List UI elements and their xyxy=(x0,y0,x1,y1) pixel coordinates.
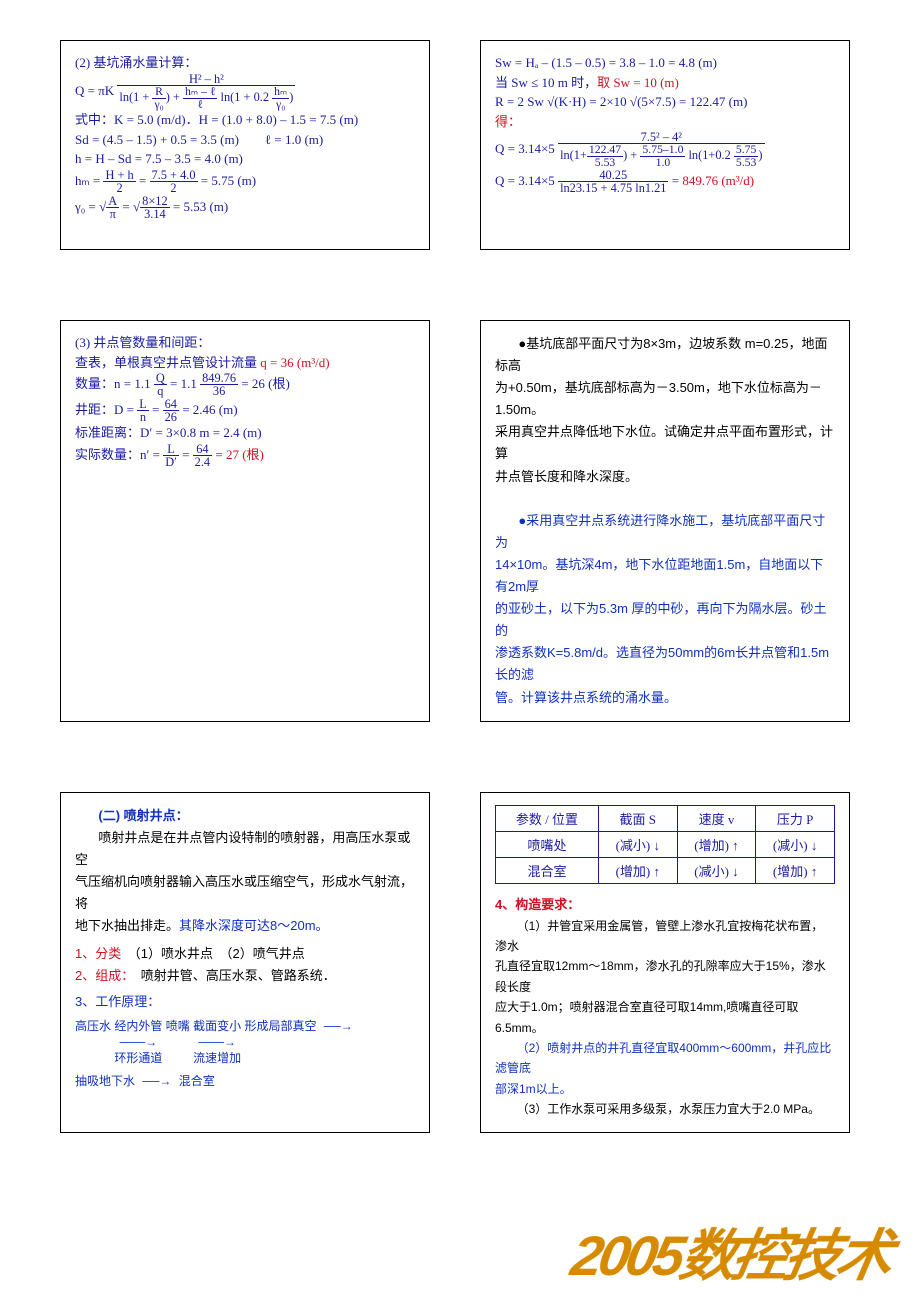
p1-Sd: Sd = (4.5 – 1.5) + 0.5 = 3.5 (m) ℓ = 1.0… xyxy=(75,130,415,150)
th: 截面 S xyxy=(598,805,677,831)
ex2-l1: ●采用真空井点系统进行降水施工，基坑底部平面尺寸为 xyxy=(495,510,835,554)
table-row: 参数 / 位置 截面 S 速度 v 压力 P xyxy=(496,805,835,831)
ex1-l3: 采用真空井点降低地下水位。试确定井点平面布置形式，计算 xyxy=(495,421,835,465)
p1-eqQ: Q = πK H² – h² ln(1 + Rγ₀) + hₘ – ℓℓ ln(… xyxy=(75,73,415,111)
p1-gamma: γ₀ = √Aπ = √8×123.14 = 5.53 (m) xyxy=(75,195,415,221)
p1-k: 式中：K = 5.0 (m/d)．H = (1.0 + 8.0) – 1.5 =… xyxy=(75,110,415,130)
p1-h: h = H – Sd = 7.5 – 3.5 = 4.0 (m) xyxy=(75,149,415,169)
p2-Q2: Q = 3.14×5 40.25ln23.15 + 4.75 ln1.21 = … xyxy=(495,169,835,195)
p5-p1a: 喷射井点是在井点管内设特制的喷射器，用高压水泵或空 xyxy=(75,827,415,871)
p2-Q1: Q = 3.14×5 7.5² – 4² ln(1+122.475.53) + … xyxy=(495,131,835,169)
th: 压力 P xyxy=(756,805,835,831)
p3-n: 数量：n = 1.1 Qq = 1.1 849.7636 = 26 (根) xyxy=(75,372,415,398)
p5-i3: 3、工作原理： xyxy=(75,991,415,1013)
req1c: 应大于1.0m；喷射器混合室直径可取14mm,喷嘴直径可取6.5mm。 xyxy=(495,997,835,1038)
ex1-l1: ●基坑底部平面尺寸为8×3m，边坡系数 m=0.25，地面标高 xyxy=(495,333,835,377)
ex1-l2: 为+0.50m，基坑底部标高为－3.50m，地下水位标高为－1.50m。 xyxy=(495,377,835,421)
p3-Dp: 标准距离：D′ = 3×0.8 m = 2.4 (m) xyxy=(75,423,415,443)
ex2-l4: 渗透系数K=5.8m/d。选直径为50mm的6m长井点管和1.5m长的滤 xyxy=(495,642,835,686)
p5-flow1: 高压水 经内外管───→环形通道 喷嘴 截面变小───→流速增加 形成局部真空 … xyxy=(75,1019,415,1066)
req2a: （2）喷射井点的井孔直径宜取400mm～600mm，井孔应比滤管底 xyxy=(495,1038,835,1079)
panel-exercises: ●基坑底部平面尺寸为8×3m，边坡系数 m=0.25，地面标高 为+0.50m，… xyxy=(480,320,850,722)
table-row: 喷嘴处 (减小) ↓ (增加) ↑ (减小) ↓ xyxy=(496,831,835,857)
panel-calc-right: Sw = Hₐ – (1.5 – 0.5) = 3.8 – 1.0 = 4.8 … xyxy=(480,40,850,250)
p2-when: 当 Sw ≤ 10 m 时，取 Sw = 10 (m) xyxy=(495,73,835,93)
panel-jet-well: (二) 喷射井点： 喷射井点是在井点管内设特制的喷射器，用高压水泵或空 气压缩机… xyxy=(60,792,430,1133)
th: 参数 / 位置 xyxy=(496,805,599,831)
p6-h4: 4、构造要求： xyxy=(495,894,835,916)
panel-jet-params: 参数 / 位置 截面 S 速度 v 压力 P 喷嘴处 (减小) ↓ (增加) ↑… xyxy=(480,792,850,1133)
p5-i2: 2、组成： 喷射井管、高压水泵、管路系统． xyxy=(75,965,415,987)
p2-Sw: Sw = Hₐ – (1.5 – 0.5) = 3.8 – 1.0 = 4.8 … xyxy=(495,53,835,73)
ex1-l4: 井点管长度和降水深度。 xyxy=(495,466,835,488)
p5-p1c: 地下水抽出排走。其降水深度可达8～20m。 xyxy=(75,915,415,937)
p5-heading: (二) 喷射井点： xyxy=(75,805,415,827)
table-row: 混合室 (增加) ↑ (减小) ↓ (增加) ↑ xyxy=(496,857,835,883)
p1-hm: hₘ = H + h2 = 7.5 + 4.02 = 5.75 (m) xyxy=(75,169,415,195)
ex2-l5: 管。计算该井点系统的涌水量。 xyxy=(495,687,835,709)
flow-n3: 形成局部真空 xyxy=(244,1019,316,1035)
p3-title: (3) 井点管数量和间距： xyxy=(75,333,415,353)
flow-n4a: 抽吸地下水 xyxy=(75,1074,135,1088)
flow-n2: 喷嘴 xyxy=(166,1019,190,1035)
watermark: 2005数控技术 xyxy=(566,1211,897,1292)
ex2-l2: 14×10m。基坑深4m，地下水位距地面1.5m，自地面以下有2m厚 xyxy=(495,554,835,598)
p5-i1: 1、分类 （1）喷水井点 （2）喷气井点 xyxy=(75,943,415,965)
p5-flow2: 抽吸地下水 ──→ 混合室 xyxy=(75,1074,415,1090)
req3: （3）工作水泵可采用多级泵，水泵压力宜大于2.0 MPa。 xyxy=(495,1099,835,1119)
p3-l1: 查表，单根真空井点管设计流量 q = 36 (m³/d) xyxy=(75,353,415,373)
panel-well-count: (3) 井点管数量和间距： 查表，单根真空井点管设计流量 q = 36 (m³/… xyxy=(60,320,430,722)
flow-n1: 高压水 xyxy=(75,1019,111,1035)
p2-R: R = 2 Sw √(K·H) = 2×10 √(5×7.5) = 122.47… xyxy=(495,92,835,112)
p3-np: 实际数量：n′ = LD′ = 642.4 = 27 (根) xyxy=(75,443,415,469)
th: 速度 v xyxy=(677,805,756,831)
req1b: 孔直径宜取12mm～18mm，渗水孔的孔隙率应大于15%，渗水段长度 xyxy=(495,956,835,997)
p3-D: 井距：D = Ln = 6426 = 2.46 (m) xyxy=(75,398,415,424)
p5-p1b: 气压缩机向喷射器输入高压水或压缩空气，形成水气射流，将 xyxy=(75,871,415,915)
ex2-l3: 的亚砂土，以下为5.3m 厚的中砂，再向下为隔水层。砂土的 xyxy=(495,598,835,642)
req1a: （1）井管宜采用金属管，管壁上渗水孔宜按梅花状布置，渗水 xyxy=(495,916,835,957)
p1-title: (2) 基坑涌水量计算： xyxy=(75,53,415,73)
req2b: 部深1m以上。 xyxy=(495,1079,835,1099)
param-table: 参数 / 位置 截面 S 速度 v 压力 P 喷嘴处 (减小) ↓ (增加) ↑… xyxy=(495,805,835,884)
p2-de: 得： xyxy=(495,112,835,132)
panel-calc-left: (2) 基坑涌水量计算： Q = πK H² – h² ln(1 + Rγ₀) … xyxy=(60,40,430,250)
flow-n4b: 混合室 xyxy=(179,1074,215,1088)
